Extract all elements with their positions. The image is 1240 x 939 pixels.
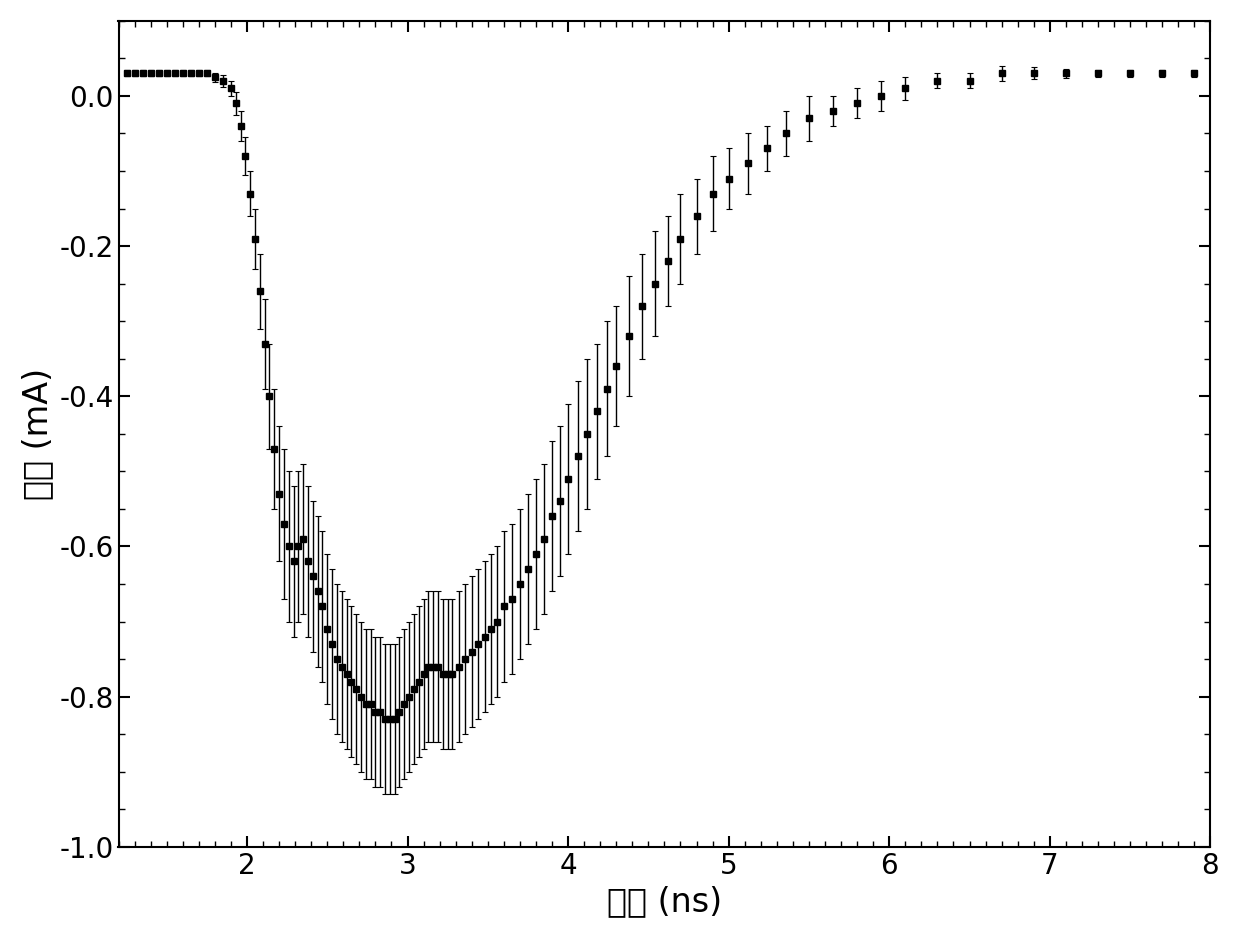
Y-axis label: 电流 (mA): 电流 (mA)	[21, 368, 53, 500]
X-axis label: 时间 (ns): 时间 (ns)	[606, 885, 722, 918]
